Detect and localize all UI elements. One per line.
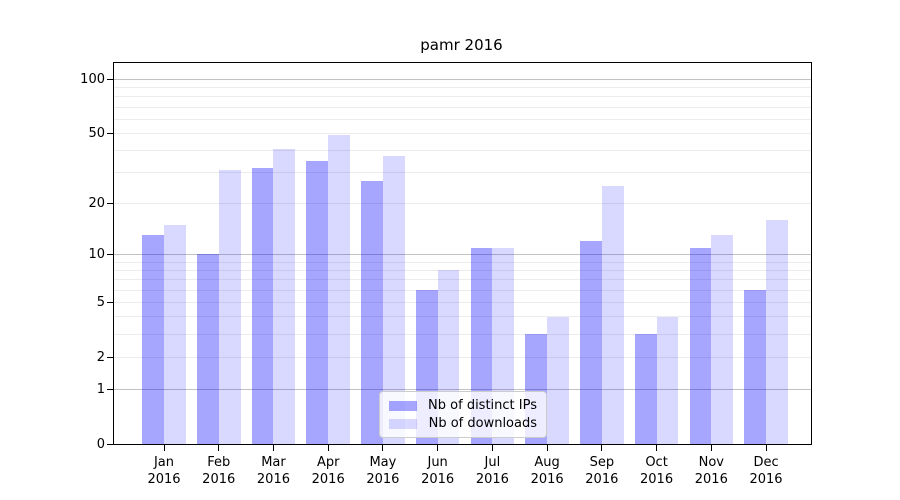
x-tick-mark (546, 445, 548, 451)
x-tick-mark (218, 445, 220, 451)
x-tick-mark (710, 445, 712, 451)
axis-layer: 100 50 20 10 5 2 1 0 Jan 2016 Feb 2016 Mar 2016 Apr 201… (80, 63, 811, 487)
bar-mar-downloads (273, 148, 296, 444)
minor-gridline (114, 118, 811, 120)
y-tick-mark (107, 132, 113, 134)
plot-area: 100 50 20 10 5 2 1 0 Jan 2016 Feb 2016 Mar 2016 Apr 201… (80, 62, 812, 487)
y-tick-label: 20 (88, 195, 105, 211)
minor-gridline (114, 261, 811, 263)
bar-jan-downloads (164, 224, 186, 444)
bar-dec-downloads (766, 220, 788, 444)
x-tick-label-jul: Jul 2016 (475, 455, 509, 487)
bar-oct-downloads (656, 316, 679, 444)
major-gridline (114, 78, 811, 80)
y-tick-label: 50 (88, 125, 105, 141)
minor-gridline (114, 172, 811, 174)
y-tick-mark (107, 78, 113, 80)
bar-feb-downloads (218, 170, 241, 444)
x-tick-mark (656, 445, 658, 451)
x-tick-label-may: May 2016 (366, 455, 400, 487)
minor-gridline (114, 149, 811, 151)
y-tick-label: 10 (88, 246, 105, 262)
x-tick-label-dec: Dec 2016 (749, 455, 783, 487)
bar-nov-downloads (711, 235, 734, 444)
bar-layer (114, 63, 811, 444)
x-tick-label-nov: Nov 2016 (694, 455, 728, 487)
legend-swatch-downloads (389, 419, 417, 429)
minor-gridline (114, 301, 811, 303)
minor-gridline (114, 86, 811, 88)
bar-nov-ips (689, 247, 712, 444)
x-tick-mark (437, 445, 439, 451)
legend-label-downloads: Nb of downloads (428, 416, 537, 431)
bar-dec-ips (744, 290, 767, 444)
minor-gridline (114, 132, 811, 134)
minor-gridline (114, 316, 811, 318)
bar-feb-ips (196, 254, 219, 444)
x-tick-mark (163, 445, 165, 451)
y-tick-label: 0 (96, 436, 105, 452)
y-tick-label: 100 (80, 71, 105, 87)
x-tick-label-jun: Jun 2016 (421, 455, 455, 487)
x-tick-mark (601, 445, 603, 451)
x-tick-mark (491, 445, 493, 451)
minor-gridline (114, 333, 811, 335)
minor-gridline (114, 96, 811, 98)
bar-sep-ips (580, 241, 602, 444)
bar-may-downloads (382, 156, 405, 444)
x-tick-mark (327, 445, 329, 451)
minor-gridline (114, 106, 811, 108)
bar-may-ips (361, 180, 383, 444)
x-tick-mark (272, 445, 274, 451)
y-tick-label: 2 (96, 349, 105, 365)
bar-jan-ips (142, 235, 164, 444)
legend: Nb of distinct IPs Nb of downloads (379, 391, 547, 438)
y-tick-mark (107, 388, 113, 390)
legend-swatch-distinct-ips (389, 401, 417, 411)
bar-mar-ips (251, 167, 274, 444)
x-tick-label-sep: Sep 2016 (585, 455, 619, 487)
y-tick-mark (107, 356, 113, 358)
bar-oct-ips (634, 334, 657, 444)
legend-item-downloads: Nb of downloads (389, 416, 537, 432)
minor-gridline (114, 202, 811, 204)
gridline-layer (114, 63, 811, 444)
bar-sep-downloads (601, 186, 624, 444)
y-tick-mark (107, 253, 113, 255)
minor-gridline (114, 356, 811, 358)
x-tick-label-apr: Apr 2016 (311, 455, 345, 487)
y-tick-label: 1 (96, 381, 105, 397)
x-tick-label-aug: Aug 2016 (530, 455, 564, 487)
y-tick-mark (107, 301, 113, 303)
y-tick-mark (107, 202, 113, 204)
chart-title: pamr 2016 (420, 36, 503, 54)
legend-label-distinct-ips: Nb of distinct IPs (428, 398, 537, 413)
minor-gridline (114, 269, 811, 271)
bar-apr-ips (306, 160, 329, 444)
bar-apr-downloads (328, 134, 350, 444)
x-tick-mark (382, 445, 384, 451)
bar-aug-downloads (547, 316, 569, 444)
y-tick-mark (107, 443, 113, 445)
minor-gridline (114, 289, 811, 291)
x-tick-label-oct: Oct 2016 (640, 455, 674, 487)
legend-item-distinct-ips: Nb of distinct IPs (389, 398, 537, 414)
major-gridline (114, 388, 811, 390)
minor-gridline (114, 279, 811, 281)
major-gridline (114, 253, 811, 255)
x-tick-label-feb: Feb 2016 (202, 455, 236, 487)
x-tick-label-jan: Jan 2016 (147, 455, 181, 487)
x-tick-label-mar: Mar 2016 (256, 455, 290, 487)
y-tick-label: 5 (96, 294, 105, 310)
x-tick-mark (765, 445, 767, 451)
